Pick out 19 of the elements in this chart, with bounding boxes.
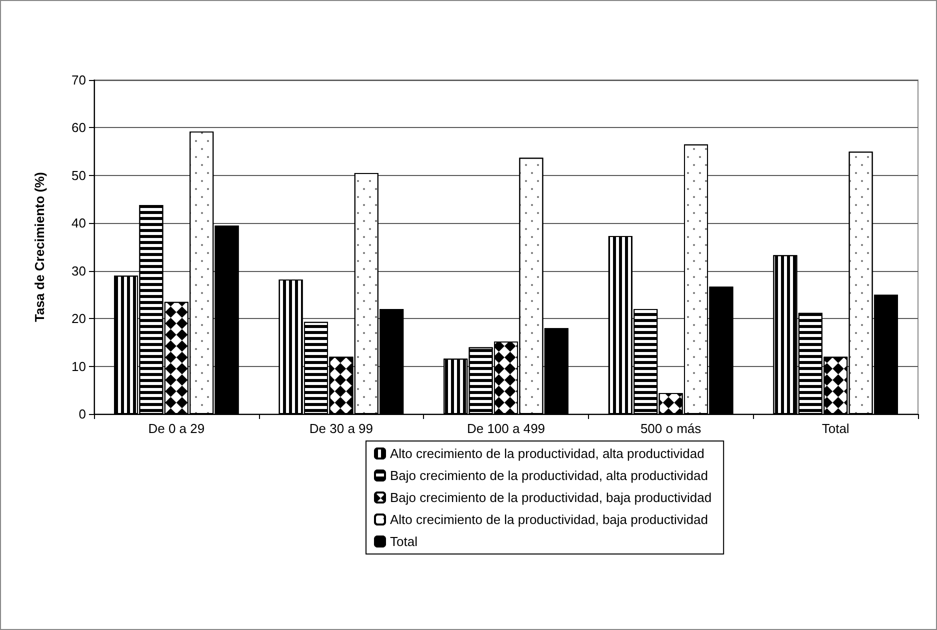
x-tick-label: Total (822, 421, 850, 436)
legend-label: Alto crecimiento de la productividad, alta productividad (390, 446, 704, 461)
y-axis-title: Tasa de Crecimiento (%) (32, 172, 47, 322)
y-tick-label: 20 (72, 311, 86, 326)
y-tick-label: 60 (72, 120, 86, 136)
y-tick-label: 70 (72, 72, 86, 88)
y-tick-label: 40 (72, 216, 86, 231)
x-tick-label: 500 o más (640, 421, 702, 436)
y-tick-label: 0 (78, 406, 86, 422)
legend-label: Bajo crecimiento de la productividad, baja productividad (390, 490, 712, 505)
y-tick-label: 30 (72, 263, 86, 278)
legend-label: Alto crecimiento de la productividad, baja productividad (390, 512, 708, 527)
x-tick-label: De 0 a 29 (148, 421, 205, 436)
legend-label: Bajo crecimiento de la productividad, alta productividad (390, 468, 708, 483)
x-tick-label: De 30 a 99 (309, 421, 374, 436)
y-tick-label: 10 (72, 358, 86, 374)
y-tick-label: 50 (72, 168, 86, 183)
x-tick-label: De 100 a 499 (466, 421, 546, 436)
legend-label: Total (390, 534, 418, 549)
